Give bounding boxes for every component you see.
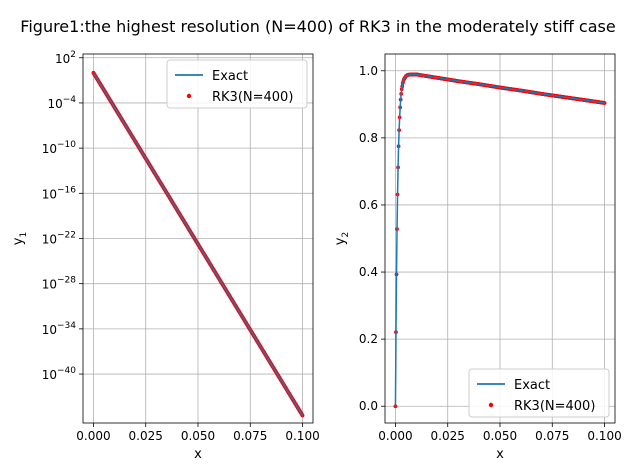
y1-x-tick-label: 0.025 (129, 429, 163, 443)
y2-x-tick-label: 0.050 (483, 429, 517, 443)
y1-x-tick-label: 0.050 (181, 429, 215, 443)
y1-y-axis-label: y1 (11, 232, 29, 245)
y2-y-tick-label: 1.0 (359, 64, 378, 78)
y2-y-tick-label: 0.6 (359, 198, 378, 212)
y2-y-tick-label: 0.2 (359, 332, 378, 346)
y2-x-axis-label: x (496, 447, 504, 462)
y1-y-tick-label: 10−10 (42, 140, 77, 156)
y2-y-tick-label: 0.8 (359, 131, 378, 145)
y2-legend-frame (468, 368, 610, 418)
y1-y-tick-label: 10−4 (47, 95, 76, 111)
figure-title: Figure1:the highest resolution (N=400) o… (20, 17, 615, 36)
y1-y-tick-label: 10−40 (42, 366, 77, 382)
y2-x-tick-label: 0.000 (378, 429, 412, 443)
y1-x-axis-label: x (194, 447, 202, 462)
y1-legend-rk3-label: RK3(N=400) (212, 90, 293, 105)
y2-x-tick-label: 0.075 (535, 429, 569, 443)
y1-x-tick-label: 0.075 (233, 429, 267, 443)
y1-series-line (92, 72, 304, 416)
y2-x-tick-label: 0.025 (431, 429, 465, 443)
y2-y-tick-label: 0.0 (359, 399, 378, 413)
y2-y-tick-label: 0.4 (359, 265, 378, 279)
y1-log-plot: 0.000 0.025 0.050 0.075 0.100 102 10−4 10−10 10−… (11, 50, 320, 462)
y1-y-tick-label: 102 (55, 50, 76, 66)
y2-legend-exact-label: Exact (514, 378, 550, 393)
y2-linear-plot: 0.000 0.025 0.050 0.075 0.100 0.0 0.2 0.4 0.6 0.8… (333, 53, 622, 462)
y2-y-axis-label: y2 (333, 232, 351, 245)
y2-x-tick-label: 0.100 (587, 429, 621, 443)
y1-legend: Exact RK3(N=400) (166, 59, 308, 109)
y1-legend-point-swatch (186, 93, 192, 99)
y1-y-tick-label: 10−22 (42, 231, 76, 247)
y1-x-tick-label: 0.000 (76, 429, 110, 443)
y2-series-line (394, 73, 605, 407)
y1-y-tick-label: 10−16 (42, 185, 77, 201)
y1-x-tick-label: 0.100 (285, 429, 319, 443)
y1-y-tick-label: 10−34 (42, 321, 77, 337)
y1-y-tick-label: 10−28 (42, 276, 77, 292)
y2-legend: Exact RK3(N=400) (468, 368, 610, 418)
y1-legend-exact-label: Exact (212, 69, 248, 84)
y1-legend-frame (166, 59, 308, 109)
y2-legend-rk3-label: RK3(N=400) (514, 399, 595, 414)
y1-grid (83, 54, 313, 423)
y2-legend-point-swatch (488, 402, 494, 408)
